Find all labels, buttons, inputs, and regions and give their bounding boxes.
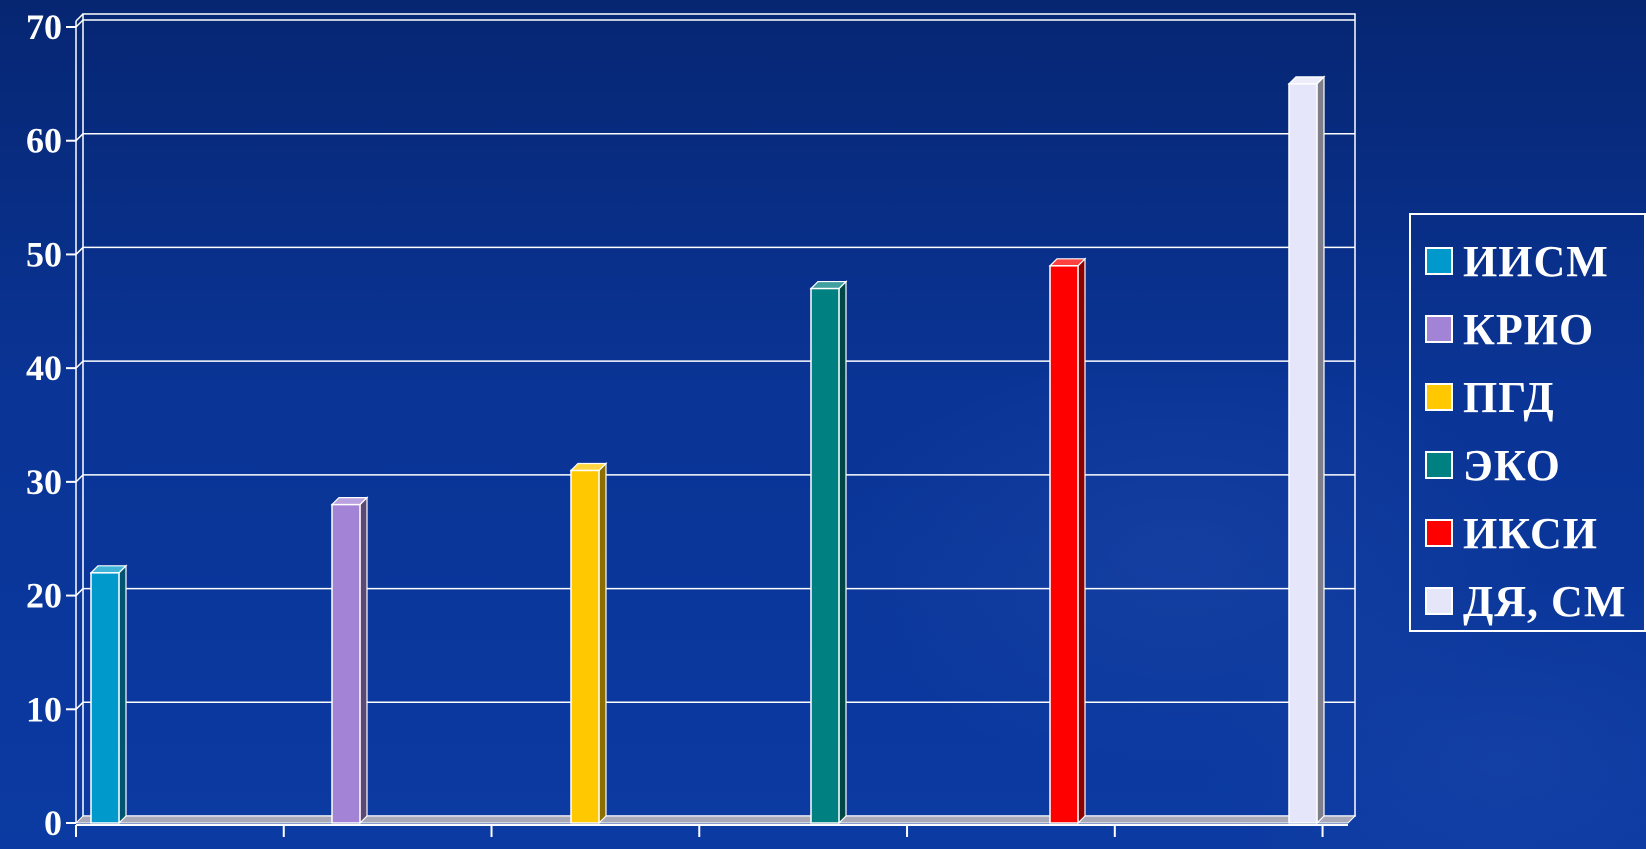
- gridline-depth: [75, 19, 84, 28]
- legend-item-iism: ИИСМ: [1425, 227, 1644, 295]
- legend-item-eko: ЭКО: [1425, 431, 1644, 499]
- bar-top-face: [1048, 258, 1087, 267]
- left-wall-top-edge: [75, 13, 84, 22]
- bar-top-face: [330, 497, 369, 506]
- chart-floor: [74, 815, 1357, 824]
- legend-swatch: [1425, 315, 1453, 343]
- bar-top-face: [569, 462, 608, 472]
- legend-item-iksi: ИКСИ: [1425, 499, 1644, 567]
- gridline-depth: [75, 474, 84, 483]
- legend-item-dya-sm: ДЯ, СМ: [1425, 567, 1644, 635]
- bar-1: [90, 572, 120, 824]
- gridline-depth: [75, 133, 84, 142]
- gridline-depth: [75, 246, 84, 255]
- bar-4: [810, 287, 840, 824]
- bar-top-face: [89, 565, 128, 574]
- bar-6: [1288, 83, 1318, 824]
- bar-3: [570, 469, 600, 824]
- legend-label: ИИСМ: [1463, 236, 1609, 286]
- legend-swatch: [1425, 587, 1453, 615]
- bar-2: [331, 503, 361, 824]
- legend-swatch: [1425, 383, 1453, 411]
- bar-top-face: [1287, 76, 1326, 85]
- bar-5: [1049, 265, 1079, 824]
- bar-side-face: [1316, 75, 1325, 825]
- legend-label: ПГД: [1463, 372, 1555, 422]
- y-tick-label: 20: [26, 576, 62, 616]
- legend: ИИСМ КРИО ПГД ЭКО ИКСИ ДЯ, СМ: [1409, 213, 1646, 632]
- gridline-depth: [75, 360, 84, 369]
- legend-label: КРИО: [1463, 304, 1595, 354]
- legend-swatch: [1425, 519, 1453, 547]
- bar-side-face: [359, 496, 368, 825]
- gridline-depth: [75, 701, 84, 710]
- legend-swatch: [1425, 451, 1453, 479]
- legend-item-krio: КРИО: [1425, 295, 1644, 363]
- y-tick-label: 60: [26, 121, 62, 161]
- y-tick-label: 10: [26, 689, 62, 729]
- legend-label: ДЯ, СМ: [1463, 576, 1627, 626]
- y-tick-label: 70: [26, 7, 62, 47]
- bar-side-face: [118, 564, 127, 825]
- legend-label: ИКСИ: [1463, 508, 1599, 558]
- y-tick-label: 50: [26, 234, 62, 274]
- legend-item-pgd: ПГД: [1425, 363, 1644, 431]
- bar-top-face: [809, 280, 848, 290]
- bar-side-face: [598, 462, 607, 825]
- bar-side-face: [838, 280, 847, 825]
- y-tick-label: 0: [44, 803, 62, 843]
- y-tick-label: 40: [26, 348, 62, 388]
- gridline-depth: [75, 588, 84, 597]
- y-tick-label: 30: [26, 462, 62, 502]
- bar-side-face: [1077, 257, 1086, 825]
- legend-swatch: [1425, 247, 1453, 275]
- legend-label: ЭКО: [1463, 440, 1561, 490]
